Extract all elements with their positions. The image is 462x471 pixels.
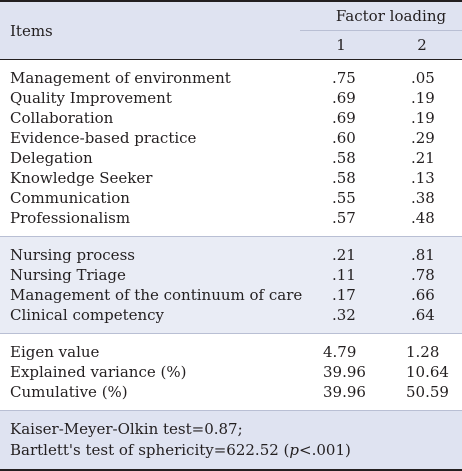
factor-1-value: .32: [300, 305, 382, 334]
item-label: Quality Improvement: [10, 89, 172, 107]
header-items: Items: [0, 0, 300, 60]
factor-2-value: 50.59: [382, 382, 462, 411]
factor-2-value: .48: [382, 208, 462, 237]
factor-2-value: .13: [411, 169, 435, 187]
factor-2-value: .21: [411, 149, 435, 167]
item-label: Management of the continuum of care: [0, 285, 302, 305]
item-label: Management of environment: [10, 69, 231, 87]
item-label: Delegation: [10, 149, 93, 167]
kmo-test-note: Kaiser-Meyer-Olkin test=0.87;: [10, 420, 243, 438]
footnote-cell: Kaiser-Meyer-Olkin test=0.87; Bartlett's…: [0, 410, 462, 471]
factor-1-value: .58: [332, 169, 356, 187]
factor-1-value: .58: [332, 149, 356, 167]
table-row: Quality Improvement .69 .19: [0, 88, 462, 108]
table-row: Clinical competency .32 .64: [0, 305, 462, 334]
stat-label: Eigen value: [10, 343, 100, 361]
factor-2-value: 1.28: [406, 343, 440, 361]
summary-statistics-group: Eigen value 4.79 1.28 Explained variance…: [0, 334, 462, 411]
factor-1-value: .60: [332, 129, 356, 147]
item-label: Nursing Triage: [0, 265, 300, 285]
factor-1-value: .69: [332, 109, 356, 127]
factor-2-value: .66: [382, 285, 462, 305]
stat-label: Cumulative (%): [0, 382, 300, 411]
table-row: Professionalism .57 .48: [0, 208, 462, 237]
table-row: Nursing Triage .11 .78: [0, 265, 462, 285]
table-header: Items Factor loading 1 2: [0, 0, 462, 60]
header-factor-loading: Factor loading: [300, 0, 462, 31]
table-row: Knowledge Seeker .58 .13: [0, 168, 462, 188]
item-label: Nursing process: [0, 236, 300, 265]
factor-1-value: .75: [332, 69, 356, 87]
header-factor-2: 2: [382, 30, 462, 60]
table-row: Delegation .58 .21: [0, 148, 462, 168]
factor-2-value: .19: [411, 89, 435, 107]
factor-1-value: .57: [300, 208, 382, 237]
p-symbol: p: [289, 441, 300, 459]
item-label: Professionalism: [0, 208, 300, 237]
stat-label: Explained variance (%): [10, 363, 187, 381]
factor-2-value: .29: [411, 129, 435, 147]
factor-2-value: .19: [411, 109, 435, 127]
item-label: Communication: [10, 189, 130, 207]
bartlett-test-note: Bartlett's test of sphericity=622.52 (p<…: [10, 440, 452, 461]
factor-1-value: .69: [332, 89, 356, 107]
table-row: Eigen value 4.79 1.28: [0, 334, 462, 363]
factor-1-value: .21: [300, 236, 382, 265]
header-factor-1: 1: [300, 30, 382, 60]
table-row: Management of the continuum of care .17 …: [0, 285, 462, 305]
factor-1-value: .11: [300, 265, 382, 285]
table-row: Cumulative (%) 39.96 50.59: [0, 382, 462, 411]
item-label: Evidence-based practice: [10, 129, 197, 147]
factor-2-value: .38: [411, 189, 435, 207]
factor-1-value: .17: [300, 285, 382, 305]
factor-2-value: .64: [382, 305, 462, 334]
factor-1-value: 39.96: [323, 363, 366, 381]
factor-2-value: .78: [382, 265, 462, 285]
factor-1-value: 4.79: [323, 343, 357, 361]
factor-1-value: .55: [332, 189, 356, 207]
factor-2-value: 10.64: [406, 363, 449, 381]
item-label: Knowledge Seeker: [10, 169, 153, 187]
factor-1-value: 39.96: [300, 382, 382, 411]
bartlett-text: Bartlett's test of sphericity=622.52 (: [10, 441, 290, 459]
table-row: Management of environment .75 .05: [0, 60, 462, 89]
factor-1-items-group: Management of environment .75 .05 Qualit…: [0, 60, 462, 237]
table-row: Collaboration .69 .19: [0, 108, 462, 128]
item-label: Clinical competency: [0, 305, 300, 334]
table-row: Nursing process .21 .81: [0, 236, 462, 265]
table-row: Communication .55 .38: [0, 188, 462, 208]
factor-2-value: .81: [382, 236, 462, 265]
table-footnote: Kaiser-Meyer-Olkin test=0.87; Bartlett's…: [0, 410, 462, 471]
factor-2-value: .05: [411, 69, 435, 87]
table-row: Explained variance (%) 39.96 10.64: [0, 362, 462, 382]
table-row: Evidence-based practice .60 .29: [0, 128, 462, 148]
factor-2-items-group: Nursing process .21 .81 Nursing Triage .…: [0, 236, 462, 334]
p-value-text: <.001): [299, 441, 351, 459]
item-label: Collaboration: [10, 109, 114, 127]
